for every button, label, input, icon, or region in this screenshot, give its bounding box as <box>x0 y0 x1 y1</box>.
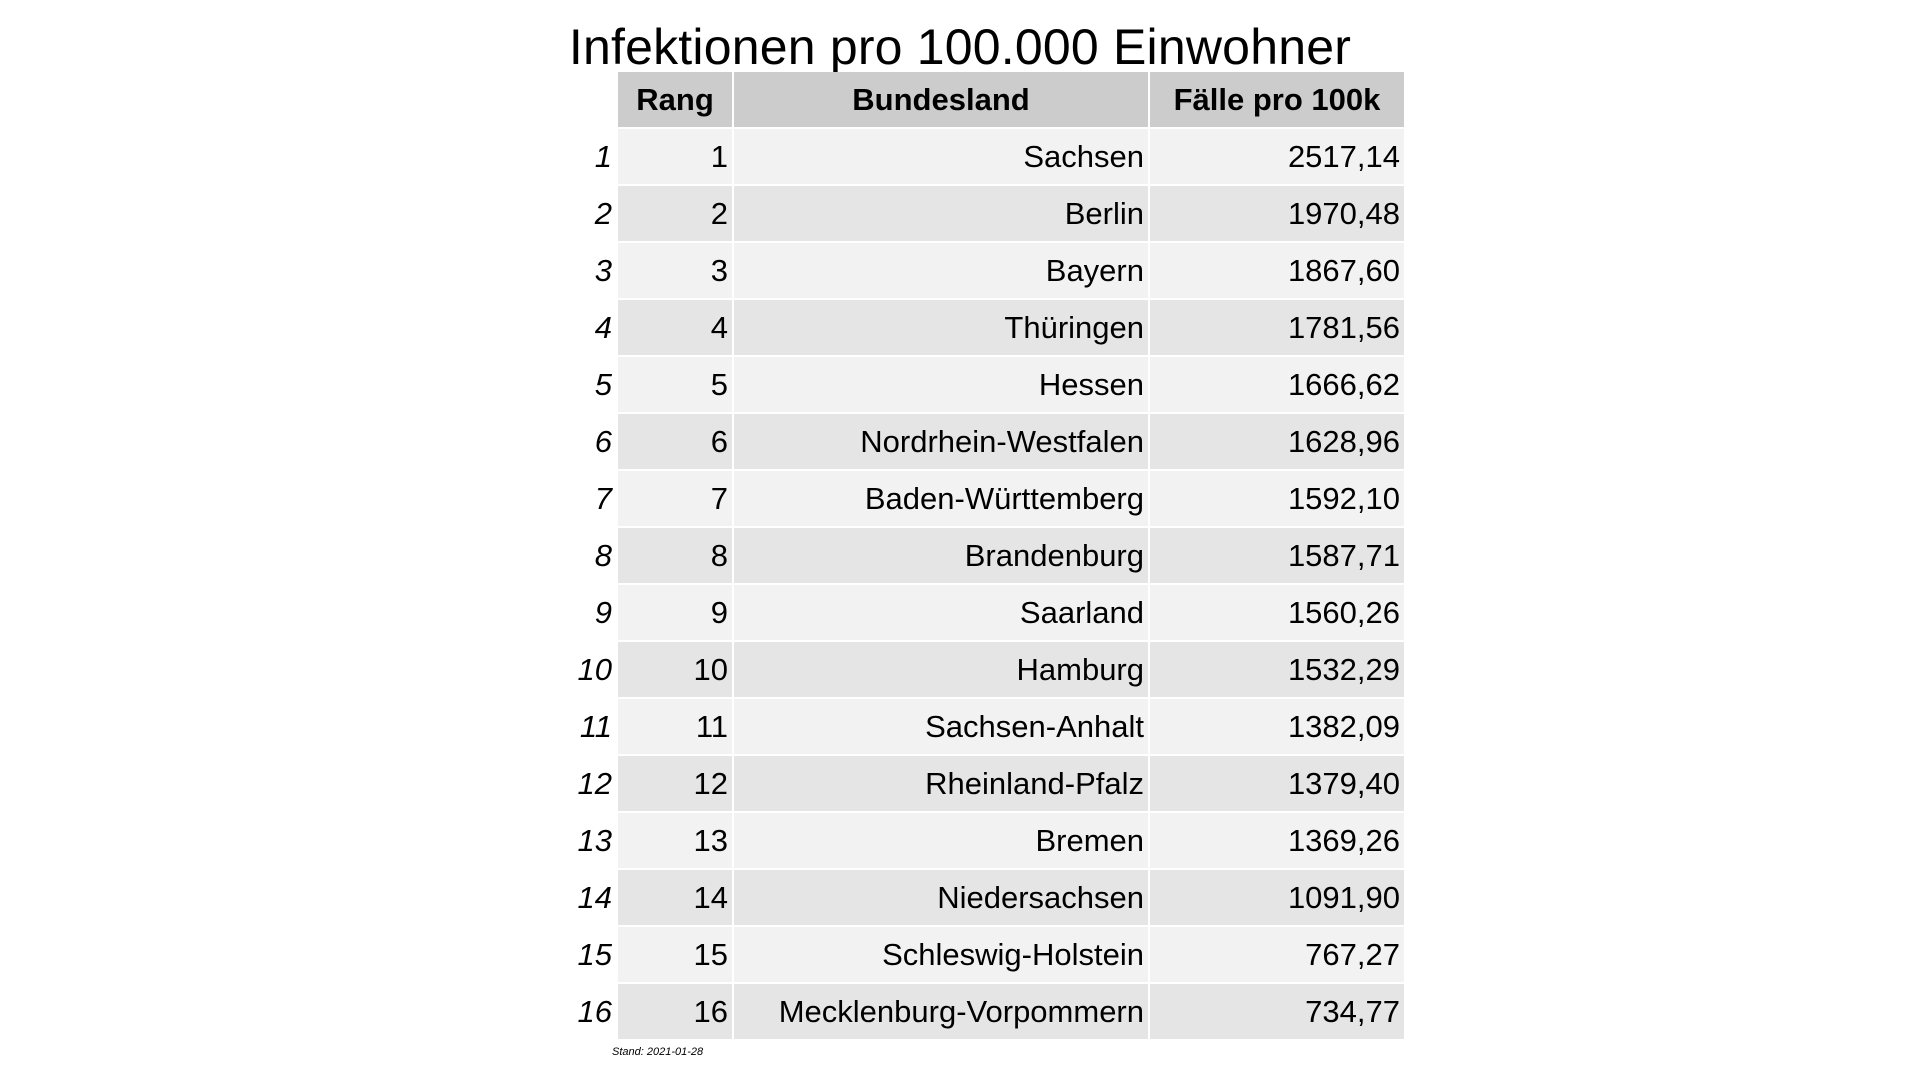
row-index: 7 <box>594 480 612 516</box>
table-row: 12 12 Rheinland-Pfalz 1379,40 <box>562 756 1404 811</box>
cell-faelle: 1560,26 <box>1150 585 1404 640</box>
footnote: Stand: 2021-01-28 <box>612 1046 704 1058</box>
cell-faelle: 1379,40 <box>1150 756 1404 811</box>
table-row: 4 4 Thüringen 1781,56 <box>562 300 1404 355</box>
table-row: 6 6 Nordrhein-Westfalen 1628,96 <box>562 414 1404 469</box>
cell-bundesland: Berlin <box>734 186 1148 241</box>
cell-bundesland: Sachsen <box>734 129 1148 184</box>
row-index: 15 <box>577 936 612 972</box>
row-index: 6 <box>594 423 612 459</box>
cell-bundesland: Sachsen-Anhalt <box>734 699 1148 754</box>
row-index: 10 <box>577 651 612 687</box>
cell-faelle: 1091,90 <box>1150 870 1404 925</box>
row-index: 14 <box>577 879 612 915</box>
cell-rang: 4 <box>618 300 732 355</box>
table-row: 2 2 Berlin 1970,48 <box>562 186 1404 241</box>
row-index: 8 <box>594 537 612 573</box>
index-header <box>562 72 616 127</box>
cell-faelle: 1587,71 <box>1150 528 1404 583</box>
cell-rang: 11 <box>618 699 732 754</box>
cell-bundesland: Hessen <box>734 357 1148 412</box>
table-body: 1 1 Sachsen 2517,14 2 2 Berlin 1970,48 3 3 Bayern 1… <box>562 129 1404 1039</box>
cell-bundesland: Hamburg <box>734 642 1148 697</box>
table-row: 10 10 Hamburg 1532,29 <box>562 642 1404 697</box>
table-row: 3 3 Bayern 1867,60 <box>562 243 1404 298</box>
cell-bundesland: Saarland <box>734 585 1148 640</box>
table-container: Rang Bundesland Fälle pro 100k 1 1 Sachsen… <box>560 70 1406 1041</box>
cell-bundesland: Niedersachsen <box>734 870 1148 925</box>
cell-rang: 5 <box>618 357 732 412</box>
cell-bundesland: Thüringen <box>734 300 1148 355</box>
row-index: 4 <box>594 309 612 345</box>
cell-faelle: 734,77 <box>1150 984 1404 1039</box>
cell-faelle: 2517,14 <box>1150 129 1404 184</box>
column-header-rang: Rang <box>618 72 732 127</box>
cell-faelle: 1382,09 <box>1150 699 1404 754</box>
row-index: 2 <box>594 195 612 231</box>
cell-faelle: 1628,96 <box>1150 414 1404 469</box>
cell-bundesland: Bremen <box>734 813 1148 868</box>
cell-rang: 15 <box>618 927 732 982</box>
table-row: 14 14 Niedersachsen 1091,90 <box>562 870 1404 925</box>
ranking-table: Rang Bundesland Fälle pro 100k 1 1 Sachsen… <box>560 70 1406 1041</box>
row-index: 9 <box>594 594 612 630</box>
row-index: 3 <box>594 252 612 288</box>
cell-rang: 16 <box>618 984 732 1039</box>
cell-faelle: 1532,29 <box>1150 642 1404 697</box>
cell-bundesland: Schleswig-Holstein <box>734 927 1148 982</box>
table-row: 1 1 Sachsen 2517,14 <box>562 129 1404 184</box>
table-header-row: Rang Bundesland Fälle pro 100k <box>562 72 1404 127</box>
table-row: 11 11 Sachsen-Anhalt 1382,09 <box>562 699 1404 754</box>
table-row: 9 9 Saarland 1560,26 <box>562 585 1404 640</box>
row-index: 5 <box>594 366 612 402</box>
cell-rang: 7 <box>618 471 732 526</box>
cell-bundesland: Nordrhein-Westfalen <box>734 414 1148 469</box>
cell-rang: 6 <box>618 414 732 469</box>
cell-rang: 1 <box>618 129 732 184</box>
cell-rang: 14 <box>618 870 732 925</box>
cell-rang: 9 <box>618 585 732 640</box>
row-index: 12 <box>577 765 612 801</box>
cell-faelle: 1781,56 <box>1150 300 1404 355</box>
cell-bundesland: Bayern <box>734 243 1148 298</box>
cell-faelle: 767,27 <box>1150 927 1404 982</box>
table-row: 5 5 Hessen 1666,62 <box>562 357 1404 412</box>
cell-bundesland: Baden-Württemberg <box>734 471 1148 526</box>
cell-rang: 12 <box>618 756 732 811</box>
table-row: 13 13 Bremen 1369,26 <box>562 813 1404 868</box>
cell-rang: 8 <box>618 528 732 583</box>
row-index: 13 <box>577 822 612 858</box>
table-row: 7 7 Baden-Württemberg 1592,10 <box>562 471 1404 526</box>
page-title: Infektionen pro 100.000 Einwohner <box>568 19 1352 75</box>
cell-rang: 13 <box>618 813 732 868</box>
cell-bundesland: Mecklenburg-Vorpommern <box>734 984 1148 1039</box>
cell-rang: 10 <box>618 642 732 697</box>
row-index: 16 <box>577 993 612 1029</box>
row-index: 11 <box>579 708 612 744</box>
cell-faelle: 1592,10 <box>1150 471 1404 526</box>
cell-bundesland: Rheinland-Pfalz <box>734 756 1148 811</box>
cell-rang: 2 <box>618 186 732 241</box>
table-row: 16 16 Mecklenburg-Vorpommern 734,77 <box>562 984 1404 1039</box>
cell-faelle: 1369,26 <box>1150 813 1404 868</box>
column-header-bundesland: Bundesland <box>734 72 1148 127</box>
table-row: 15 15 Schleswig-Holstein 767,27 <box>562 927 1404 982</box>
column-header-faelle: Fälle pro 100k <box>1150 72 1404 127</box>
cell-bundesland: Brandenburg <box>734 528 1148 583</box>
cell-rang: 3 <box>618 243 732 298</box>
row-index: 1 <box>594 138 612 174</box>
cell-faelle: 1867,60 <box>1150 243 1404 298</box>
table-row: 8 8 Brandenburg 1587,71 <box>562 528 1404 583</box>
cell-faelle: 1666,62 <box>1150 357 1404 412</box>
cell-faelle: 1970,48 <box>1150 186 1404 241</box>
